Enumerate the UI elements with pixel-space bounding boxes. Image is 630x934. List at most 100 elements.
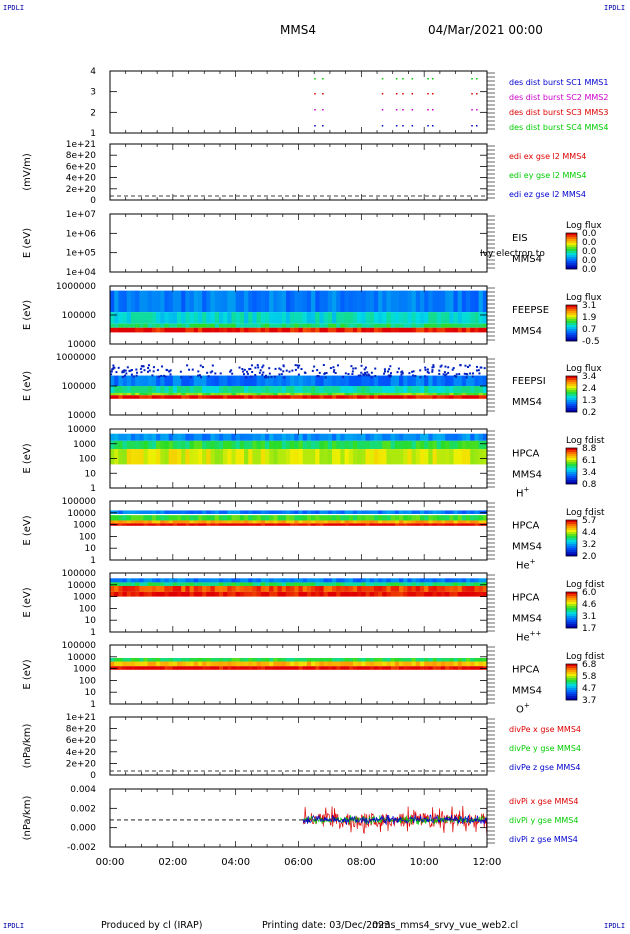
spectrogram-cell <box>302 585 308 592</box>
spectrogram-cell <box>273 392 278 396</box>
spectrogram-cell <box>298 523 304 526</box>
spectrogram-cell <box>369 515 375 521</box>
colorbar-cell <box>566 674 577 677</box>
spectrogram-cell <box>202 440 207 450</box>
spectrogram-cell <box>156 386 161 393</box>
spectrogram-cell <box>306 395 312 399</box>
spectrogram-cell <box>461 386 467 393</box>
spectrogram-cell <box>411 312 417 324</box>
spectrogram-cell <box>436 515 442 521</box>
spectrogram-speck <box>329 367 332 370</box>
spectrogram-cell <box>135 578 140 583</box>
corner-label-bottom-left: IPDLI <box>3 922 25 930</box>
spectrogram-cell <box>285 523 291 526</box>
spectrogram-speck <box>242 370 245 373</box>
spectrogram-cell <box>193 523 199 526</box>
spectrogram-cell <box>403 395 408 399</box>
spectrogram-cell <box>281 591 287 597</box>
spectrogram-cell <box>474 290 480 313</box>
spectrogram-cell <box>315 510 320 514</box>
spectrogram-cell <box>135 323 140 328</box>
spectrogram-cell <box>260 440 266 450</box>
spectrogram-cell <box>478 585 484 592</box>
spectrogram-cell <box>386 510 392 514</box>
spectrogram-cell <box>482 657 488 662</box>
spectrogram-cell <box>264 585 270 592</box>
spectrogram-cell <box>260 520 266 524</box>
spectrogram-cell <box>466 440 471 450</box>
spectrogram-cell <box>407 578 412 583</box>
spectrogram-cell <box>181 290 186 313</box>
spectrogram-cell <box>189 578 195 583</box>
spectrogram-cell <box>139 515 144 521</box>
spectrogram-cell <box>478 661 484 667</box>
spectrogram-cell <box>445 591 450 597</box>
spectrogram-cell <box>466 449 471 465</box>
spectrogram-cell <box>336 395 341 399</box>
colorbar-frame <box>565 304 578 342</box>
spectrogram-cell <box>474 375 480 386</box>
spectrogram-cell <box>193 375 199 386</box>
spectrogram-cell <box>206 666 211 670</box>
spectrogram-speck <box>370 376 373 379</box>
y-tick-label: 10 <box>85 469 97 479</box>
spectrogram-speck <box>316 374 319 377</box>
spectrogram-cell <box>110 433 115 441</box>
colorbar-cell <box>566 458 577 461</box>
spectrogram-cell <box>185 515 190 521</box>
spectrogram-cell <box>189 433 195 441</box>
colorbar-cell <box>566 606 577 609</box>
spectrogram-cell <box>474 578 480 583</box>
spectrogram-cell <box>445 523 450 526</box>
spectrogram-cell <box>311 386 316 393</box>
spectrogram-cell <box>193 666 199 670</box>
spectrogram-cell <box>239 392 245 396</box>
spectrogram-cell <box>172 520 178 524</box>
spectrogram-cell <box>177 591 182 597</box>
spectrogram-cell <box>210 520 216 524</box>
spectrogram-cell <box>135 386 140 393</box>
spectrogram-cell <box>482 661 488 667</box>
spectrogram-speck <box>364 373 367 376</box>
spectrogram-cell <box>332 515 337 521</box>
spectrogram-cell <box>378 515 383 521</box>
spectrogram-cell <box>206 585 211 592</box>
spectrogram-cell <box>147 323 153 328</box>
colorbar-cell <box>566 670 577 673</box>
spectrogram-cell <box>419 520 425 524</box>
spectrogram-cell <box>139 591 144 597</box>
colorbar-cell <box>566 241 577 244</box>
spectrogram-cell <box>482 392 488 396</box>
colorbar-cell <box>566 394 577 397</box>
spectrogram-cell <box>470 375 475 386</box>
spectrogram-cell <box>294 666 299 670</box>
spectrogram-cell <box>218 510 224 514</box>
colorbar-cell <box>566 402 577 405</box>
panel-feepse <box>110 290 488 333</box>
spectrogram-cell <box>269 449 274 465</box>
spectrogram-cell <box>440 449 446 465</box>
y-tick-label: 2 <box>90 108 96 118</box>
spectrogram-speck <box>396 371 399 374</box>
spectrogram-speck <box>342 375 345 378</box>
burst-marker <box>381 78 384 80</box>
spectrogram-cell <box>445 520 450 524</box>
spectrogram-cell <box>248 520 253 524</box>
spectrogram-cell <box>361 386 366 393</box>
spectrogram-cell <box>315 657 320 662</box>
spectrogram-cell <box>378 523 383 526</box>
colorbar-cell <box>566 696 577 699</box>
spectrogram-cell <box>332 520 337 524</box>
spectrogram-cell <box>348 582 354 586</box>
spectrogram-cell <box>290 312 295 324</box>
y-tick-label: 1e+05 <box>66 249 96 259</box>
spectrogram-cell <box>147 440 153 450</box>
spectrogram-cell <box>419 585 425 592</box>
spectrogram-cell <box>110 290 115 313</box>
spectrogram-cell <box>244 392 249 396</box>
spectrogram-cell <box>382 290 387 313</box>
spectrogram-cell <box>348 433 354 441</box>
colorbar-cell <box>566 602 577 605</box>
spectrogram-cell <box>306 591 312 597</box>
spectrogram-cell <box>164 591 170 597</box>
